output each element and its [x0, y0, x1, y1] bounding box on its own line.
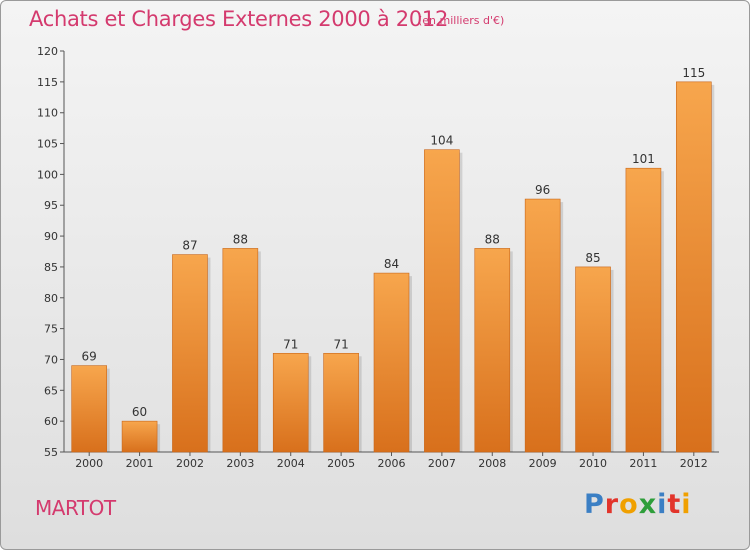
y-tick-label: 80 — [44, 292, 58, 305]
x-tick-label: 2004 — [277, 457, 305, 470]
data-label: 96 — [535, 183, 550, 197]
bar-2005 — [323, 352, 359, 453]
logo-letter: o — [619, 489, 639, 520]
data-label: 104 — [430, 134, 453, 148]
data-label: 88 — [233, 232, 248, 246]
y-tick-label: 100 — [37, 168, 58, 181]
chart-title: Achats et Charges Externes 2000 à 2012 — [29, 7, 449, 31]
logo-letter: P — [584, 489, 605, 520]
y-tick-label: 85 — [44, 261, 58, 274]
bar-2012 — [676, 81, 712, 453]
y-tick-label: 110 — [37, 107, 58, 120]
bar-2000 — [71, 365, 107, 453]
bar-2010 — [575, 266, 611, 453]
x-tick-label: 2012 — [680, 457, 708, 470]
x-tick-label: 2007 — [428, 457, 456, 470]
bar-2003 — [222, 248, 259, 453]
logo-letter: r — [604, 489, 620, 520]
y-tick-label: 105 — [37, 138, 58, 151]
data-label: 88 — [485, 232, 500, 246]
data-label: 60 — [132, 405, 147, 419]
bar-2007 — [424, 149, 460, 453]
x-tick-label: 2005 — [327, 457, 355, 470]
x-tick-label: 2010 — [579, 457, 607, 470]
place-name: MARTOT — [35, 496, 116, 520]
x-tick-label: 2002 — [176, 457, 204, 470]
y-tick-label: 115 — [37, 76, 58, 89]
x-tick-label: 2009 — [529, 457, 557, 470]
bar-2008 — [474, 248, 511, 453]
data-label: 101 — [632, 152, 655, 166]
bar-2002 — [172, 254, 208, 453]
y-tick-label: 55 — [44, 446, 58, 459]
bar-2006 — [373, 272, 410, 453]
bar-2009 — [524, 198, 561, 453]
x-tick-label: 2008 — [478, 457, 506, 470]
bar-2001 — [121, 420, 158, 453]
y-tick-label: 65 — [44, 384, 58, 397]
data-label: 69 — [82, 350, 97, 364]
data-label: 87 — [182, 239, 197, 253]
logo-letter: t — [667, 489, 682, 520]
y-tick-label: 70 — [44, 353, 58, 366]
logo-letter: i — [681, 489, 692, 520]
y-tick-label: 95 — [44, 199, 58, 212]
data-label: 71 — [333, 337, 348, 351]
chart-subtitle: (en milliers d'€) — [418, 14, 505, 27]
x-tick-label: 2011 — [629, 457, 657, 470]
logo-letter: i — [657, 489, 668, 520]
data-label: 115 — [682, 66, 705, 80]
x-tick-label: 2006 — [378, 457, 406, 470]
logo-letter: x — [638, 489, 658, 520]
y-tick-label: 90 — [44, 230, 58, 243]
data-label: 85 — [585, 251, 600, 265]
bar-2011 — [625, 167, 662, 453]
bar-2004 — [272, 352, 309, 453]
y-tick-label: 60 — [44, 415, 58, 428]
x-tick-label: 2003 — [226, 457, 254, 470]
y-tick-label: 120 — [37, 45, 58, 58]
x-tick-label: 2000 — [75, 457, 103, 470]
data-label: 84 — [384, 257, 399, 271]
proxiti-logo: Proxiti — [584, 489, 692, 520]
y-tick-label: 75 — [44, 323, 58, 336]
data-label: 71 — [283, 337, 298, 351]
x-tick-label: 2001 — [126, 457, 154, 470]
